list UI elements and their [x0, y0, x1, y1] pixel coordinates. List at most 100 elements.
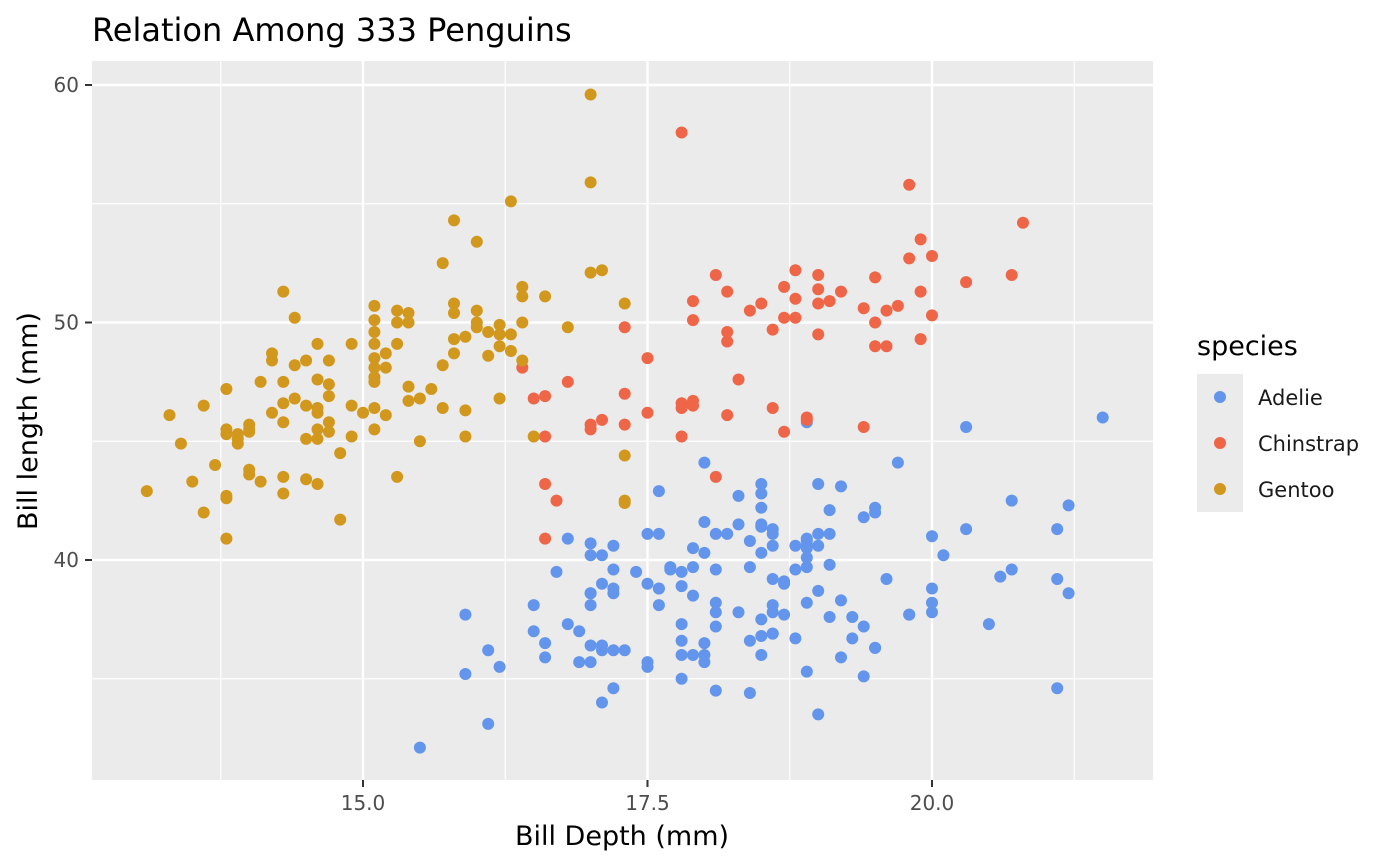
data-point	[573, 625, 586, 638]
data-point	[926, 582, 938, 595]
data-point	[675, 580, 688, 593]
data-point	[368, 326, 381, 338]
data-point	[687, 561, 699, 574]
data-point	[812, 708, 825, 721]
data-point	[504, 328, 517, 341]
data-point	[891, 299, 904, 312]
data-point	[1051, 682, 1064, 695]
data-point	[243, 418, 256, 431]
data-point	[288, 311, 301, 324]
data-point	[379, 347, 392, 360]
y-axis-ticks: 40 50 60	[54, 73, 92, 572]
data-point	[174, 437, 187, 450]
data-point	[835, 480, 847, 493]
data-point	[812, 297, 825, 310]
data-point	[630, 565, 643, 578]
data-point	[755, 630, 768, 642]
data-point	[709, 684, 722, 697]
y-tick-label: 60	[54, 73, 79, 97]
data-point	[550, 565, 563, 578]
data-point	[823, 558, 836, 571]
data-point	[800, 596, 813, 609]
data-point	[914, 333, 927, 346]
data-point	[766, 599, 779, 612]
data-point	[675, 618, 688, 631]
data-point	[516, 316, 529, 329]
data-point	[516, 354, 529, 367]
data-point	[277, 397, 290, 410]
data-point	[277, 487, 290, 500]
data-point	[857, 302, 870, 315]
data-point	[800, 561, 813, 574]
data-point	[937, 549, 950, 562]
x-tick-label: 20.0	[910, 791, 955, 815]
data-point	[425, 383, 438, 395]
data-point	[539, 430, 552, 443]
data-point	[368, 299, 381, 312]
data-point	[823, 504, 836, 517]
data-point	[1017, 216, 1029, 229]
data-point	[960, 421, 973, 433]
data-point	[539, 390, 552, 403]
data-point	[448, 347, 460, 360]
data-point	[561, 618, 574, 631]
data-point	[584, 537, 597, 550]
data-point	[675, 126, 688, 139]
data-point	[322, 425, 335, 438]
data-point	[1005, 269, 1018, 281]
data-point	[743, 687, 756, 699]
data-point	[504, 195, 517, 208]
data-point	[311, 373, 324, 386]
data-point	[482, 644, 495, 657]
legend-label-chinstrap: Chinstrap	[1258, 432, 1359, 456]
data-point	[755, 297, 768, 310]
data-point	[459, 668, 472, 680]
data-point	[334, 447, 347, 460]
data-point	[698, 649, 711, 661]
legend-title: species	[1197, 331, 1298, 362]
data-point	[322, 378, 335, 391]
data-point	[584, 587, 597, 600]
data-point	[379, 409, 392, 422]
data-point	[584, 656, 597, 669]
data-point	[846, 611, 859, 623]
data-point	[789, 264, 802, 277]
data-point	[709, 527, 722, 540]
data-point	[857, 421, 870, 433]
data-point	[960, 276, 973, 289]
data-point	[755, 487, 768, 500]
data-point	[618, 644, 631, 657]
data-point	[322, 354, 335, 367]
data-point	[516, 280, 529, 293]
data-point	[709, 470, 722, 483]
data-point	[300, 473, 313, 486]
data-point	[277, 285, 290, 298]
data-point	[527, 599, 540, 612]
data-point	[869, 641, 882, 654]
data-point	[687, 589, 699, 602]
data-point	[584, 266, 597, 279]
data-point	[1096, 411, 1109, 424]
data-point	[368, 352, 381, 365]
data-point	[368, 361, 381, 374]
data-point	[379, 361, 392, 374]
data-point	[140, 485, 153, 498]
data-point	[448, 214, 460, 227]
data-point	[982, 618, 995, 631]
x-axis-title: Bill Depth (mm)	[515, 821, 729, 852]
data-point	[368, 314, 381, 327]
data-point	[402, 307, 415, 319]
data-point	[539, 651, 552, 664]
data-point	[869, 271, 882, 284]
data-point	[857, 511, 870, 524]
data-point	[698, 546, 711, 559]
data-point	[413, 741, 426, 754]
data-point	[721, 527, 734, 540]
data-point	[596, 264, 608, 277]
data-point	[1051, 523, 1064, 536]
data-point	[277, 416, 290, 429]
data-point	[709, 563, 722, 576]
data-point	[664, 561, 677, 574]
data-point	[277, 470, 290, 483]
data-point	[812, 283, 825, 296]
